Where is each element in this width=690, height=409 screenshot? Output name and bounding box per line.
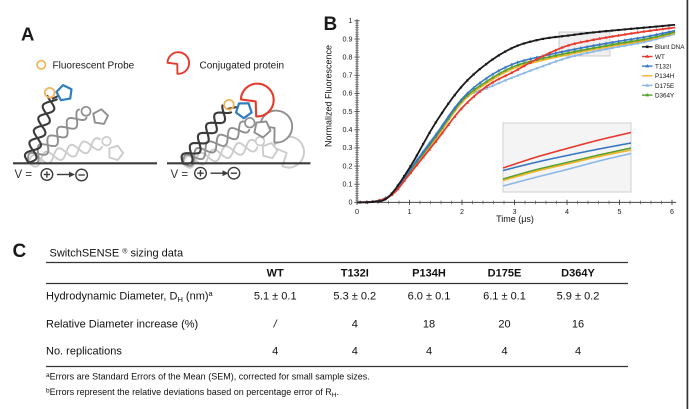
svg-text:D175E: D175E [488, 268, 522, 280]
svg-text:Relative Diameter increase (%): Relative Diameter increase (%) [46, 319, 198, 331]
svg-text:T132I: T132I [341, 268, 369, 280]
svg-text:4: 4 [426, 346, 432, 358]
svg-text:6: 6 [670, 207, 674, 216]
svg-text:0.5: 0.5 [343, 107, 353, 116]
svg-text:4: 4 [352, 319, 358, 331]
svg-text:D364Y: D364Y [561, 268, 595, 280]
svg-text:0: 0 [355, 207, 359, 216]
svg-text:0.6: 0.6 [343, 89, 353, 98]
svg-text:4: 4 [501, 346, 507, 358]
svg-text:D175E: D175E [655, 83, 674, 90]
svg-text:Hydrodynamic Diameter, DH (nm): Hydrodynamic Diameter, DH (nm)a [46, 289, 214, 304]
svg-text:T132I: T132I [655, 64, 671, 71]
svg-text:2: 2 [460, 207, 464, 216]
svg-text:16: 16 [572, 319, 584, 331]
svg-text:WT: WT [655, 54, 665, 61]
svg-text:aErrors are Standard Errors o: aErrors are Standard Errors of the Mean … [46, 372, 370, 382]
svg-text:4: 4 [352, 346, 358, 358]
svg-text:Conjugated protein: Conjugated protein [200, 61, 285, 72]
svg-text:6.0 ± 0.1: 6.0 ± 0.1 [408, 291, 451, 303]
svg-text:A: A [21, 24, 34, 45]
svg-text:0: 0 [349, 198, 353, 207]
svg-text:V =: V = [15, 169, 33, 181]
svg-text:C: C [13, 241, 27, 262]
svg-text:5.1 ± 0.1: 5.1 ± 0.1 [254, 291, 297, 303]
svg-text:4: 4 [575, 346, 581, 358]
svg-text:3: 3 [513, 207, 517, 216]
svg-text:Time (μs): Time (μs) [496, 214, 534, 224]
svg-text:Blunt DNA: Blunt DNA [655, 44, 685, 51]
svg-text:B: B [324, 14, 338, 35]
svg-text:bErrors represent the relative: bErrors represent the relative deviation… [46, 387, 339, 399]
svg-text:V =: V = [171, 169, 189, 181]
svg-text:0.2: 0.2 [343, 161, 353, 170]
svg-text:1: 1 [349, 16, 353, 25]
svg-text:5.9 ± 0.2: 5.9 ± 0.2 [557, 291, 600, 303]
svg-text:D364Y: D364Y [655, 93, 675, 100]
svg-text:No. replications: No. replications [46, 346, 122, 358]
svg-text:SwitchSENSE ® sizing data: SwitchSENSE ® sizing data [50, 248, 184, 260]
svg-text:6.1 ± 0.1: 6.1 ± 0.1 [483, 291, 526, 303]
svg-text:Normalized Fluorescence: Normalized Fluorescence [324, 45, 334, 147]
svg-text:5.3 ± 0.2: 5.3 ± 0.2 [333, 291, 376, 303]
svg-text:0.8: 0.8 [343, 52, 353, 61]
svg-text:0.1: 0.1 [343, 180, 353, 189]
svg-text:18: 18 [423, 319, 435, 331]
svg-text:4: 4 [565, 207, 569, 216]
svg-text:P134H: P134H [412, 268, 446, 280]
svg-text:1: 1 [408, 207, 412, 216]
svg-text:5: 5 [618, 207, 622, 216]
svg-text:0.3: 0.3 [343, 143, 353, 152]
svg-text:/: / [273, 319, 278, 331]
svg-text:0.9: 0.9 [343, 34, 353, 43]
svg-text:0.4: 0.4 [343, 125, 353, 134]
svg-text:20: 20 [498, 319, 510, 331]
svg-text:WT: WT [267, 268, 284, 280]
svg-text:P134H: P134H [655, 73, 675, 80]
svg-text:0.7: 0.7 [343, 71, 353, 80]
svg-text:Fluorescent Probe: Fluorescent Probe [53, 61, 135, 72]
svg-text:4: 4 [272, 346, 278, 358]
